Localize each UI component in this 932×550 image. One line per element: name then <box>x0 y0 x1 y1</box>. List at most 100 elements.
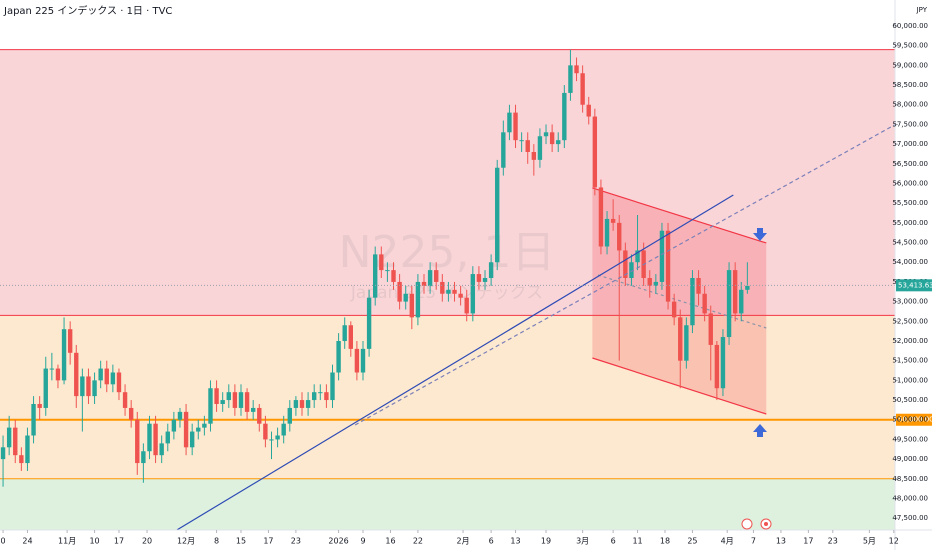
candle-body <box>171 419 177 432</box>
candle-body <box>6 427 12 448</box>
candle-body <box>189 431 195 448</box>
candle-body <box>708 313 713 345</box>
candle-body <box>128 407 134 420</box>
x-tick-label: 24 <box>22 537 32 546</box>
candle-body <box>495 167 500 263</box>
y-tick-label: 60,000.00 <box>892 22 928 30</box>
candle-body <box>720 337 726 389</box>
y-tick-label: 57,000.00 <box>892 140 928 148</box>
candle-body <box>379 254 384 271</box>
down-arrow <box>753 228 767 241</box>
candle-body <box>360 348 366 373</box>
candle-body <box>214 388 219 404</box>
level-label: 50,000.00 <box>898 416 932 424</box>
candle-body <box>702 293 707 314</box>
up-arrow <box>753 424 767 437</box>
candle-body <box>482 277 488 282</box>
x-tick-label: 13 <box>776 537 786 546</box>
candle-body <box>196 427 201 432</box>
y-tick-label: 49,500.00 <box>892 435 928 443</box>
candle-body <box>299 400 305 408</box>
candle-body <box>604 218 610 247</box>
candle-body <box>464 297 469 314</box>
y-tick-label: 49,000.00 <box>892 455 928 463</box>
watermark-symbol: N225, 1日 <box>339 227 556 278</box>
candle-body <box>458 293 463 298</box>
x-tick-label: 17 <box>803 537 813 546</box>
y-tick-label: 55,500.00 <box>892 199 928 207</box>
x-tick-label: 4月 <box>721 537 734 546</box>
candle-body <box>732 270 738 314</box>
candle-body <box>311 392 317 401</box>
candle-body <box>116 372 122 393</box>
candle-body <box>110 372 116 385</box>
x-tick-label: 6 <box>489 537 494 546</box>
x-tick-label: 25 <box>687 537 697 546</box>
candle-body <box>43 368 48 408</box>
y-tick-label: 51,500.00 <box>892 357 928 365</box>
level-label-box <box>896 413 932 426</box>
candle-body <box>257 407 262 424</box>
candle-body <box>568 65 573 93</box>
candle-body <box>397 281 402 302</box>
candle-body <box>385 270 390 272</box>
event-icon[interactable] <box>741 518 753 530</box>
y-tick-label: 48,000.00 <box>892 494 928 502</box>
x-tick-label: 19 <box>541 537 551 546</box>
y-tick-label: 59,500.00 <box>892 42 928 50</box>
candle-body <box>635 250 640 263</box>
candle-body <box>403 293 408 302</box>
annotations <box>741 228 772 530</box>
candle-body <box>287 407 292 424</box>
x-tick-label: 10 <box>89 537 99 546</box>
x-tick-label: 7 <box>751 537 756 546</box>
candle-body <box>153 423 158 456</box>
y-tick-label: 51,000.00 <box>892 376 928 384</box>
y-tick-label: 58,000.00 <box>892 101 928 109</box>
candle-body <box>104 368 109 385</box>
candle-body <box>659 230 665 282</box>
candle-body <box>726 270 732 338</box>
candle-body <box>238 392 244 408</box>
trendline <box>354 124 895 426</box>
candle-body <box>232 392 238 408</box>
x-tick-label: 11 <box>632 537 642 546</box>
candle-body <box>446 289 451 294</box>
y-tick-label: 48,500.00 <box>892 475 928 483</box>
candle-body <box>586 104 591 117</box>
candle-body <box>293 400 299 408</box>
x-tick-label: 17 <box>263 537 273 546</box>
candle-body <box>714 344 720 389</box>
candle-body <box>592 116 598 188</box>
x-tick-label: 17 <box>114 537 124 546</box>
channel-lower <box>592 357 767 415</box>
candle-body <box>0 447 6 460</box>
candle-body <box>421 281 427 286</box>
x-tick-label: 12 <box>889 537 899 546</box>
candle-body <box>562 92 567 141</box>
x-tick-label: 13 <box>510 537 520 546</box>
candle-body <box>55 368 61 381</box>
candle-body <box>354 348 360 373</box>
candle-body <box>452 289 457 294</box>
candle-body <box>37 403 42 408</box>
x-tick-label: 5月 <box>863 537 876 546</box>
candle-body <box>549 132 555 145</box>
x-tick-label: 18 <box>660 537 670 546</box>
candle-body <box>305 400 311 408</box>
candle-body <box>342 325 347 341</box>
candle-body <box>92 380 97 397</box>
x-tick-label: 22 <box>413 537 423 546</box>
x-tick-label: 9 <box>360 537 365 546</box>
candle-body <box>440 281 445 294</box>
candle-body <box>202 423 207 428</box>
candle-body <box>244 392 250 412</box>
candle-body <box>74 352 79 397</box>
y-tick-label: 58,500.00 <box>892 81 928 89</box>
candle-body <box>745 285 750 290</box>
candle-body <box>684 325 689 361</box>
x-tick-label: 2026 <box>328 537 348 546</box>
candle-body <box>470 274 476 314</box>
